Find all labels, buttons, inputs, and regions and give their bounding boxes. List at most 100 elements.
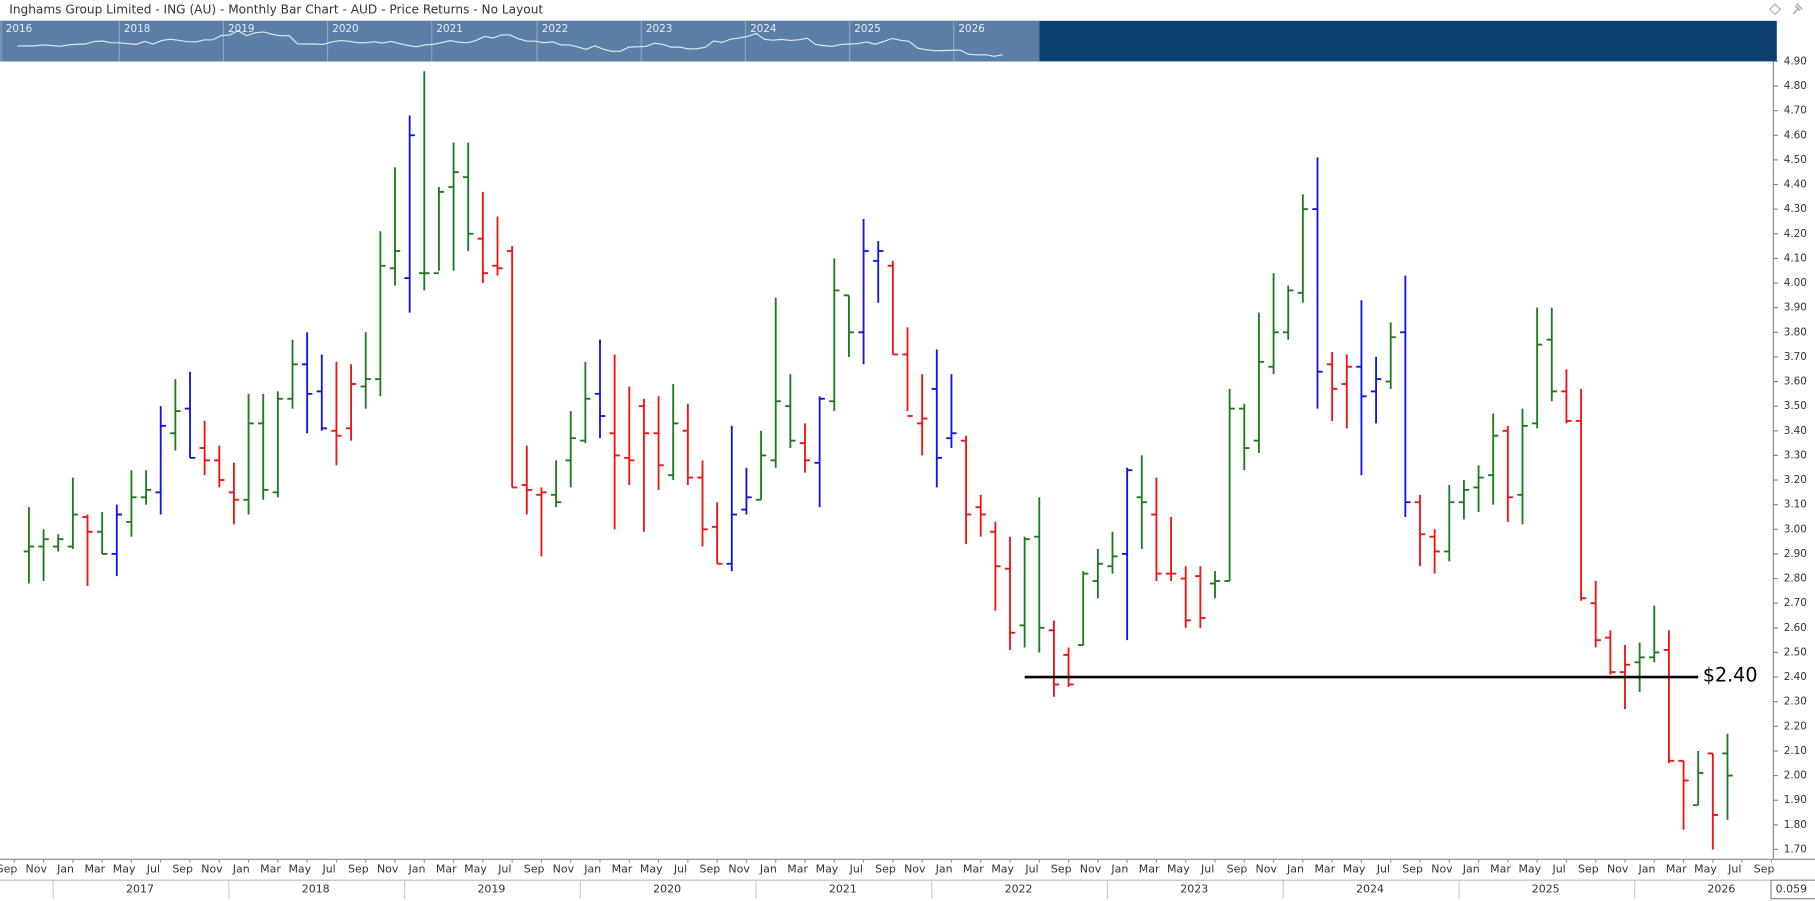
ohlc-bar xyxy=(433,186,445,275)
x-tick-label: May xyxy=(1343,863,1366,876)
year-label: 2021 xyxy=(829,882,857,895)
ohlc-bar xyxy=(1444,484,1455,562)
navigator-year: 2026 xyxy=(958,23,984,35)
x-tick-label: Jul xyxy=(497,863,511,876)
ohlc-bar xyxy=(1224,388,1235,582)
x-tick-label: Mar xyxy=(963,863,984,876)
ohlc-bar xyxy=(1649,605,1660,663)
ohlc-bar xyxy=(741,467,752,515)
y-tick-label: 2.00 xyxy=(1784,770,1807,782)
icon-pin[interactable] xyxy=(1792,2,1803,15)
y-tick-label: 1.90 xyxy=(1784,794,1807,806)
ohlc-bar xyxy=(96,512,108,555)
y-tick-label: 4.50 xyxy=(1784,154,1807,166)
x-tick-label: Sep xyxy=(1402,863,1423,876)
x-tick-label: Nov xyxy=(1080,863,1102,876)
ohlc-bar xyxy=(1341,354,1352,429)
x-tick-label: Jul xyxy=(1376,863,1390,876)
y-tick-label: 2.70 xyxy=(1784,597,1807,609)
ohlc-bar xyxy=(565,411,576,488)
y-tick-label: 3.80 xyxy=(1784,326,1807,338)
ohlc-bar xyxy=(506,246,518,489)
ohlc-bar xyxy=(624,386,635,485)
ohlc-bar xyxy=(1151,477,1162,582)
x-tick-label: May xyxy=(1518,863,1541,876)
ohlc-bar xyxy=(1531,307,1543,429)
navigator-year: 2021 xyxy=(436,23,462,35)
navigator-window[interactable] xyxy=(0,20,1040,62)
year-label: 2019 xyxy=(477,882,505,895)
year-label: 2024 xyxy=(1356,882,1384,895)
ohlc-bar xyxy=(1722,733,1733,820)
year-label: 2017 xyxy=(126,882,154,895)
ohlc-bar xyxy=(770,297,781,468)
ohlc-bar xyxy=(1517,408,1528,525)
ohlc-bar xyxy=(1458,480,1470,520)
x-tick-label: Sep xyxy=(699,863,720,876)
ohlc-bar xyxy=(1209,571,1221,599)
year-label: 2018 xyxy=(302,882,330,895)
x-tick-label: Jul xyxy=(146,863,160,876)
ohlc-bar xyxy=(345,364,357,441)
ohlc-bar xyxy=(404,115,415,313)
x-tick-label: Jul xyxy=(1200,863,1214,876)
year-label: 2023 xyxy=(1180,882,1208,895)
ohlc-bar xyxy=(419,71,430,291)
y-tick-label: 2.40 xyxy=(1784,671,1807,683)
icon-diamond[interactable] xyxy=(1769,3,1782,16)
x-tick-label: May xyxy=(991,863,1014,876)
ohlc-bar xyxy=(375,231,386,397)
x-tick-label: Jan xyxy=(583,863,601,876)
ohlc-bar xyxy=(477,191,489,284)
ohlc-bar xyxy=(1414,494,1426,567)
ohlc-bar xyxy=(536,487,547,557)
ohlc-bar xyxy=(638,398,650,532)
navigator-year: 2025 xyxy=(854,23,880,35)
ohlc-bar xyxy=(580,361,591,444)
ohlc-bar xyxy=(1312,157,1323,409)
x-tick-label: Jan xyxy=(56,863,74,876)
ohlc-bar xyxy=(228,462,240,525)
year-label: 2022 xyxy=(1005,882,1033,895)
x-tick-label: Mar xyxy=(1314,863,1335,876)
x-tick-label: Mar xyxy=(1139,863,1160,876)
y-tick-label: 3.70 xyxy=(1784,351,1807,363)
x-tick-label: Nov xyxy=(904,863,926,876)
ohlc-bar xyxy=(726,425,737,572)
navigator-year: 2022 xyxy=(542,23,568,35)
y-tick-label: 4.20 xyxy=(1784,228,1807,240)
x-tick-label: Mar xyxy=(787,863,808,876)
ohlc-bar xyxy=(653,396,664,490)
ohlc-bar xyxy=(1385,322,1396,389)
ohlc-bar xyxy=(1575,388,1587,601)
y-tick-label: 1.80 xyxy=(1784,819,1807,831)
x-tick-label: May xyxy=(288,863,311,876)
ohlc-bar xyxy=(697,460,708,547)
y-tick-label: 2.20 xyxy=(1784,720,1807,732)
corner-value: 0.059 xyxy=(1776,882,1807,895)
ohlc-bar xyxy=(931,349,942,488)
x-tick-label: Nov xyxy=(1431,863,1453,876)
ohlc-bar xyxy=(301,332,313,434)
y-tick-label: 4.70 xyxy=(1784,105,1807,117)
x-tick-label: Jan xyxy=(1637,863,1655,876)
ohlc-bar xyxy=(594,339,606,439)
y-tick-label: 1.70 xyxy=(1784,843,1807,855)
plot-area xyxy=(23,71,1733,850)
ohlc-bar xyxy=(682,403,694,485)
x-tick-label: May xyxy=(1167,863,1190,876)
ohlc-bar xyxy=(331,361,342,466)
corner-box xyxy=(1770,879,1815,900)
ohlc-bar xyxy=(140,470,152,505)
x-tick-label: Sep xyxy=(875,863,896,876)
ohlc-bar xyxy=(799,423,811,473)
ohlc-bar xyxy=(887,260,899,356)
x-tick-label: Jan xyxy=(1462,863,1480,876)
x-tick-label: Mar xyxy=(612,863,633,876)
ohlc-bar xyxy=(1678,759,1689,830)
x-tick-label: Sep xyxy=(1051,863,1072,876)
y-tick-label: 3.60 xyxy=(1784,376,1807,388)
